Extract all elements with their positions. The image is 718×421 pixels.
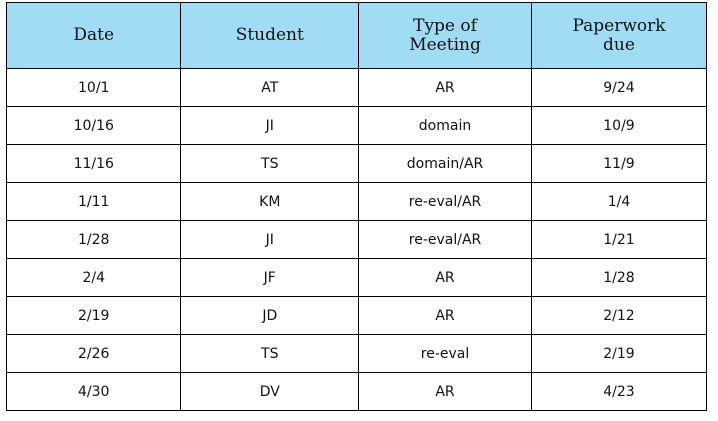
cell-meeting-type: re-eval/AR [358,220,532,259]
cell-date: 1/28 [5,220,182,259]
cell-student: TS [180,144,360,183]
header-row: Date Student Type of Meeting Paperwork d… [5,2,708,69]
table-row: 2/19 JD AR 2/12 [5,296,708,335]
cell-date: 10/1 [5,68,182,107]
cell-date: 4/30 [5,372,182,411]
cell-student: TS [180,334,360,373]
cell-date: 10/16 [5,106,182,145]
cell-date: 1/11 [5,182,182,221]
cell-paperwork-due: 1/28 [530,258,708,297]
table-row: 10/16 JI domain 10/9 [5,106,708,145]
cell-student: JI [180,220,360,259]
table-row: 2/4 JF AR 1/28 [5,258,708,297]
cell-meeting-type: re-eval/AR [358,182,532,221]
header-paperwork-due: Paperwork due [530,2,708,69]
cell-meeting-type: AR [358,372,532,411]
cell-paperwork-due: 9/24 [530,68,708,107]
cell-paperwork-due: 4/23 [530,372,708,411]
table-row: 10/1 AT AR 9/24 [5,68,708,107]
cell-student: DV [180,372,360,411]
cell-date: 11/16 [5,144,182,183]
cell-student: JF [180,258,360,297]
table-row: 4/30 DV AR 4/23 [5,372,708,411]
header-type-of-meeting: Type of Meeting [358,2,532,69]
cell-date: 2/19 [5,296,182,335]
cell-paperwork-due: 1/4 [530,182,708,221]
cell-date: 2/4 [5,258,182,297]
header-student: Student [180,2,360,69]
cell-student: AT [180,68,360,107]
cell-meeting-type: AR [358,296,532,335]
cell-paperwork-due: 2/19 [530,334,708,373]
cell-paperwork-due: 11/9 [530,144,708,183]
cell-date: 2/26 [5,334,182,373]
table-row: 1/28 JI re-eval/AR 1/21 [5,220,708,259]
cell-student: JI [180,106,360,145]
cell-student: JD [180,296,360,335]
cell-meeting-type: AR [358,68,532,107]
cell-meeting-type: domain [358,106,532,145]
meetings-table: Date Student Type of Meeting Paperwork d… [5,2,708,411]
table-row: 1/11 KM re-eval/AR 1/4 [5,182,708,221]
cell-student: KM [180,182,360,221]
cell-meeting-type: domain/AR [358,144,532,183]
cell-paperwork-due: 1/21 [530,220,708,259]
cell-meeting-type: AR [358,258,532,297]
cell-meeting-type: re-eval [358,334,532,373]
table-row: 11/16 TS domain/AR 11/9 [5,144,708,183]
header-date: Date [5,2,182,69]
cell-paperwork-due: 2/12 [530,296,708,335]
cell-paperwork-due: 10/9 [530,106,708,145]
table-row: 2/26 TS re-eval 2/19 [5,334,708,373]
